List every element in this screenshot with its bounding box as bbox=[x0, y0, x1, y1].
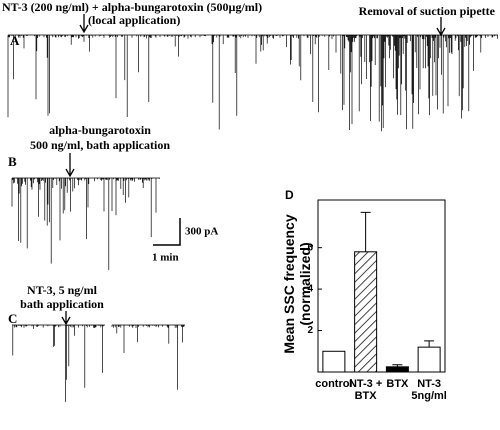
annotation: NT-3 (200 ng/ml) + alpha-bungarotoxin (5… bbox=[2, 0, 262, 14]
scale-label: 300 pA bbox=[185, 226, 218, 238]
annotation: alpha-bungarotoxin bbox=[49, 123, 151, 137]
error-bar bbox=[392, 364, 403, 367]
panel-label: A bbox=[10, 33, 20, 48]
annotation: (local application) bbox=[88, 13, 180, 27]
error-bar bbox=[424, 340, 435, 348]
arrow bbox=[436, 17, 446, 37]
arrow bbox=[79, 14, 89, 34]
x-tick-label: BTX bbox=[386, 378, 409, 390]
arrow bbox=[65, 153, 75, 178]
bar bbox=[354, 251, 378, 373]
scale-label: 1 min bbox=[152, 252, 179, 264]
error-bar bbox=[360, 211, 371, 252]
bar bbox=[385, 366, 409, 373]
annotation: 500 ng/ml, bath application bbox=[30, 138, 170, 152]
trace bbox=[7, 34, 498, 132]
y-axis-label: Mean SSC frequency (normalized) bbox=[281, 214, 313, 354]
y-tick-label: 2 bbox=[307, 325, 313, 336]
trace bbox=[11, 177, 160, 271]
trace bbox=[111, 324, 185, 390]
annotation: Removal of suction pipette bbox=[359, 4, 496, 18]
annotation: NT-3, 5 ng/ml bbox=[27, 283, 98, 297]
panel-label: C bbox=[8, 311, 17, 326]
plot-frame bbox=[317, 199, 446, 373]
x-tick-label: control bbox=[315, 378, 353, 390]
panel-label: D bbox=[285, 188, 294, 202]
arrow bbox=[61, 311, 71, 326]
y-tick-label: 4 bbox=[307, 284, 313, 295]
y-tick-label: 6 bbox=[307, 242, 313, 253]
bar bbox=[417, 346, 441, 373]
annotation: bath application bbox=[20, 297, 104, 311]
bar bbox=[322, 350, 346, 373]
scale-bar bbox=[153, 218, 181, 246]
x-tick-label: NT-3 + BTX bbox=[348, 378, 383, 402]
panel-label: B bbox=[8, 154, 17, 169]
x-tick-label: NT-3 5ng/ml bbox=[411, 378, 447, 402]
trace bbox=[12, 324, 105, 402]
